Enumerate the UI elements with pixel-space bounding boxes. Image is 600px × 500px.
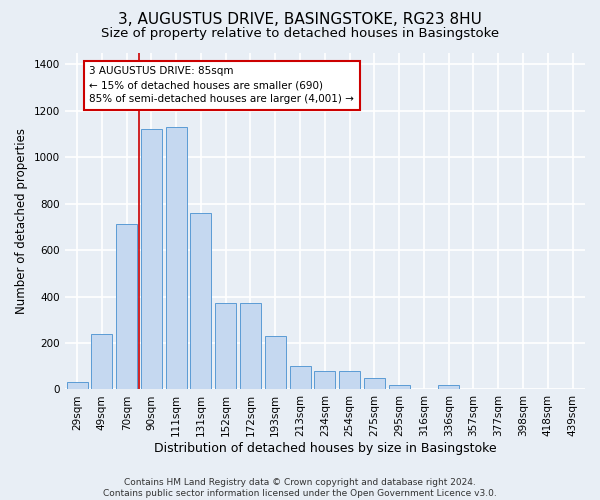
Text: 3, AUGUSTUS DRIVE, BASINGSTOKE, RG23 8HU: 3, AUGUSTUS DRIVE, BASINGSTOKE, RG23 8HU [118, 12, 482, 28]
X-axis label: Distribution of detached houses by size in Basingstoke: Distribution of detached houses by size … [154, 442, 496, 455]
Bar [190, 213, 211, 390]
Text: 3 AUGUSTUS DRIVE: 85sqm
← 15% of detached houses are smaller (690)
85% of semi-d: 3 AUGUSTUS DRIVE: 85sqm ← 15% of detache… [89, 66, 355, 104]
Bar [240, 304, 261, 390]
Bar [215, 304, 236, 390]
Bar [141, 129, 162, 390]
Bar [91, 334, 112, 390]
Text: Contains HM Land Registry data © Crown copyright and database right 2024.
Contai: Contains HM Land Registry data © Crown c… [103, 478, 497, 498]
Text: Size of property relative to detached houses in Basingstoke: Size of property relative to detached ho… [101, 28, 499, 40]
Bar [116, 224, 137, 390]
Bar [265, 336, 286, 390]
Bar [438, 385, 459, 390]
Bar [314, 371, 335, 390]
Bar [389, 385, 410, 390]
Y-axis label: Number of detached properties: Number of detached properties [15, 128, 28, 314]
Bar [67, 382, 88, 390]
Bar [339, 371, 360, 390]
Bar [166, 127, 187, 390]
Bar [364, 378, 385, 390]
Bar [290, 366, 311, 390]
